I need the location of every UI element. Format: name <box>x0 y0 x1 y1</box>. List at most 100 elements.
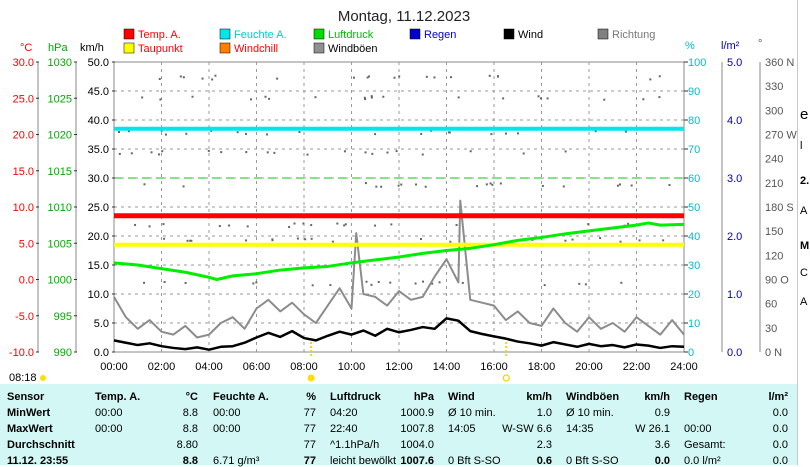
direction-dot <box>624 130 627 133</box>
legend-swatch <box>219 28 231 40</box>
direction-dot <box>293 222 296 225</box>
direction-dot <box>420 132 423 135</box>
direction-dot <box>148 225 151 228</box>
direction-dot <box>455 223 458 226</box>
direction-dot <box>184 281 187 284</box>
direction-dot <box>371 152 374 155</box>
axis-tick-label: 45.0 <box>88 86 109 98</box>
axis-tick-label: 120 <box>765 250 783 262</box>
wind-direction-dots <box>117 74 671 287</box>
wind-series-line <box>113 317 685 351</box>
axis-tick-label: 25.0 <box>88 202 109 214</box>
x-tick-label: 20:00 <box>575 361 603 373</box>
table-cell: 0.6 <box>536 455 552 467</box>
right-edge-fragment: 2. <box>800 175 810 187</box>
direction-dot <box>266 133 269 136</box>
table-cell: 2.3 <box>536 439 552 451</box>
direction-dot <box>141 96 144 99</box>
direction-dot <box>537 95 540 98</box>
pressure-axis: 1030 1025 1020 1015 1010 1005 1000 995 990 <box>48 57 77 359</box>
temp-axis: 30.0 25.0 20.0 15.0 10.0 5.0 0.0 -5.0 -10.0 <box>9 57 39 359</box>
direction-dot <box>488 74 491 77</box>
axis-tick-label: 5.0 <box>727 57 742 69</box>
direction-dot <box>627 222 630 225</box>
axis-tick-label: 1010 <box>48 202 72 214</box>
legend-label: Windchill <box>234 43 278 55</box>
table-cell: MaxWert <box>7 423 53 435</box>
wind-axis: 50.0 45.0 40.0 35.0 30.0 25.0 20.0 15.0 10.0 5.0 0… <box>88 57 115 359</box>
table-header-cell: % <box>306 391 316 403</box>
right-edge-fragment: l <box>800 140 803 152</box>
table-cell: 8.8 <box>182 407 198 419</box>
direction-dot <box>658 96 661 99</box>
axis-tick-label: 50 <box>688 202 700 214</box>
axis-tick-label: 1030 <box>48 57 72 69</box>
plot-area <box>113 61 685 353</box>
x-tick-label: 10:00 <box>338 361 366 373</box>
direction-dot <box>211 78 214 81</box>
axis-tick-label: 2.0 <box>727 231 742 243</box>
direction-dot <box>245 132 248 135</box>
axis-tick-label: 70 <box>688 144 700 156</box>
direction-dot <box>130 152 133 155</box>
direction-dot <box>210 129 213 132</box>
axis-tick-label: 240 <box>765 154 783 166</box>
direction-dot <box>310 224 313 227</box>
gust-series-line <box>113 199 685 339</box>
table-cell: 8.8 <box>182 455 198 467</box>
axis-tick-label: 5.0 <box>19 238 34 250</box>
humidity-unit-label: % <box>685 40 695 52</box>
table-cell: W 26.1 <box>635 423 670 435</box>
direction-dot <box>255 281 258 284</box>
direction-dot <box>311 284 314 287</box>
direction-dot <box>368 75 371 78</box>
table-cell: 0.0 <box>772 423 788 435</box>
direction-dot <box>541 184 544 187</box>
legend-label: Feuchte A. <box>234 29 287 41</box>
axis-tick-label: 1015 <box>48 166 72 178</box>
axis-tick-label: 90 <box>688 86 700 98</box>
direction-dot <box>201 77 204 80</box>
direction-dot <box>134 223 137 226</box>
legend-swatch <box>409 28 421 40</box>
axis-tick-label: 20 <box>688 289 700 301</box>
axis-tick-label: 0 <box>688 347 694 359</box>
table-cell: 14:35 <box>566 423 594 435</box>
axis-tick-label: 1005 <box>48 238 72 250</box>
direction-dot <box>366 76 369 79</box>
table-header-cell: Sensor <box>7 391 45 403</box>
direction-dot <box>288 226 291 229</box>
table-cell: 22:40 <box>330 423 358 435</box>
direction-dot <box>228 224 231 227</box>
direction-dot <box>425 75 428 78</box>
direction-dot <box>190 239 193 242</box>
direction-dot <box>642 98 645 101</box>
direction-dot <box>364 151 367 154</box>
axis-tick-label: 990 <box>54 347 72 359</box>
direction-dot <box>469 150 472 153</box>
direction-axis: 360 N 330 300 270 W 240 210 180 S 150 120 90 O 60 3… <box>765 57 797 359</box>
direction-dot <box>352 76 355 79</box>
direction-dot <box>638 239 641 242</box>
axis-tick-label: 40 <box>688 231 700 243</box>
axis-tick-label: 1000 <box>48 275 72 287</box>
table-header-cell: Temp. A. <box>95 391 141 403</box>
axis-tick-label: 150 <box>765 226 783 238</box>
table-cell: 00:00 <box>213 423 241 435</box>
x-tick-label: 08:00 <box>290 361 318 373</box>
axis-tick-label: 80 <box>688 115 700 127</box>
legend-swatch <box>219 42 231 54</box>
axis-tick-label: 60 <box>765 299 777 311</box>
direction-dot <box>543 284 546 287</box>
direction-dot <box>540 97 543 100</box>
x-tick-label: 00:00 <box>100 361 128 373</box>
table-cell: Durchschnitt <box>7 439 75 451</box>
direction-dot <box>157 153 160 156</box>
direction-dot <box>517 132 520 135</box>
direction-dot <box>163 237 166 240</box>
direction-dot <box>419 238 422 241</box>
direction-dot <box>386 151 389 154</box>
x-tick-label: 16:00 <box>480 361 508 373</box>
direction-dot <box>587 223 590 226</box>
table-cell: 0 Bft S-SO <box>448 455 501 467</box>
